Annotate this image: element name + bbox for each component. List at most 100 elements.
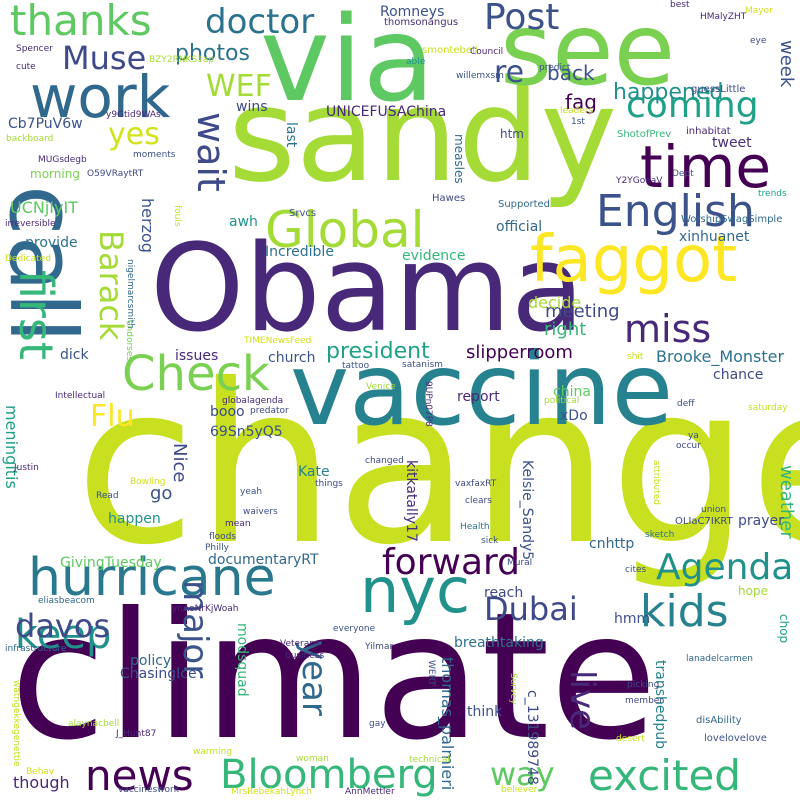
cloud-word: see [500,0,676,108]
cloud-word: xDo [560,408,588,424]
cloud-word: Kelsie_Sandy5 [518,460,535,561]
cloud-word: eliasbeacom [38,596,95,606]
cloud-word: Read [96,491,119,501]
cloud-word: work [30,63,171,131]
cloud-word: Survey [507,673,518,705]
cloud-word: major [174,580,215,679]
cloud-word: go [150,483,173,504]
cloud-word: thanks [10,0,152,45]
cloud-word: tweet [712,135,752,151]
cloud-word: president [326,339,430,364]
cloud-word: keep [15,612,112,658]
cloud-word: UCNjIyIT [10,198,78,217]
cloud-word: davos [15,607,111,645]
cloud-word: mean [225,519,251,529]
cloud-word: coming [626,85,759,126]
cloud-word: waivers [243,507,278,517]
cloud-word: china [553,384,591,400]
cloud-word: Dedicated [5,254,51,264]
cloud-word: 9UPn07P8 [422,381,433,427]
cloud-word: last [282,122,299,148]
cloud-word: Intellectual [55,391,106,401]
cloud-word: Dept [672,169,694,179]
cloud-word: warming [193,747,233,757]
cloud-word: wait [189,112,234,192]
cloud-word: Flu [90,399,135,434]
cloud-word: saturday [748,403,788,413]
cloud-word: week [776,40,798,88]
cloud-word: floods [209,532,237,542]
cloud-word: Global [265,201,425,259]
cloud-word: alaynacbell [68,719,120,729]
cloud-word: things [315,479,343,489]
cloud-word: picking [627,680,660,690]
cloud-word: Barack [92,230,131,341]
cloud-word: trends [758,189,787,199]
cloud-word: report [457,389,500,405]
cloud-word: evidence [402,248,466,264]
cloud-word: Mural [507,558,533,568]
cloud-word: Brooke_Monster [656,347,785,366]
cloud-word: thomas_palmieri [437,657,457,791]
cloud-word: best [670,0,690,10]
cloud-word: first [9,270,64,360]
cloud-word: forward [382,542,521,583]
cloud-word: TIMENewsFeed [244,336,312,346]
cloud-word: xinhuanet [679,229,750,245]
cloud-word: UNICEFUSAChina [326,104,447,120]
cloud-word: re [494,55,525,90]
cloud-word: meeting [545,301,620,322]
cloud-word: business [285,651,325,661]
cloud-word: sketch [645,530,675,540]
cloud-word: decide [528,293,582,312]
cloud-word: fag [565,90,597,114]
cloud-word: dick [60,347,89,363]
cloud-word: everyone [333,624,376,634]
cloud-word: think [467,704,503,720]
cloud-word: Romneys [380,4,445,20]
cloud-word: Veterans [280,639,320,649]
cloud-word: technical [409,755,450,765]
cloud-word: reach [484,585,524,601]
cloud-word: y9Gtid9WAs [106,110,161,120]
cloud-word: yes [108,117,160,152]
cloud-word: doctor [205,2,315,42]
cloud-word: though [13,773,70,792]
cloud-word: Council [470,47,504,57]
cloud-word: lovelovelove [704,733,767,744]
cloud-word: GivingTuesday [60,555,162,571]
cloud-word: ya [688,431,699,441]
cloud-word: vaxfaxRT [455,479,497,489]
cloud-word: woman [296,754,329,764]
cloud-word: Srvcs [289,208,317,219]
cloud-word: right [544,319,587,340]
cloud-word: leaders [560,106,594,116]
cloud-word: Dubai [484,590,578,628]
cloud-word: Mayor [745,6,773,16]
cloud-word: globalagenda [222,396,284,406]
cloud-word: policy [130,653,172,669]
cloud-word: changed [365,456,404,466]
cloud-word: Obama [150,220,585,359]
cloud-word: yeah [240,487,263,497]
cloud-word: sandy [228,59,618,211]
cloud-word: Muse [62,39,147,77]
cloud-word: faggot [530,223,738,297]
cloud-word: meningitis [1,405,21,489]
cloud-word: ynAeNrKjWoah [172,604,239,614]
cloud-word: issues [175,348,219,364]
cloud-word: news [85,751,194,800]
cloud-word: HMalyZHT [700,12,747,22]
cloud-word: kitkatally17 [402,460,419,542]
cloud-word: WERT [425,660,436,686]
cloud-word: gay [369,719,386,729]
cloud-word: watngekkegenettie [10,680,21,767]
cloud-word: infrastructure [5,644,67,654]
cloud-word: satanism [402,360,443,370]
cloud-word: morning [30,167,80,181]
cloud-word: Venice [366,382,396,392]
cloud-word: Philly [205,543,229,553]
cloud-word: irreversible [5,219,56,229]
cloud-word: shit [627,352,644,362]
cloud-word: church [268,350,316,366]
